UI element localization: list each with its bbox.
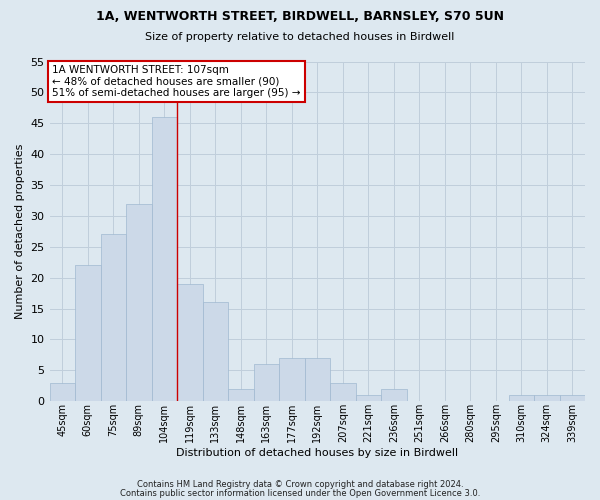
- Bar: [101, 234, 126, 401]
- Text: 1A WENTWORTH STREET: 107sqm
← 48% of detached houses are smaller (90)
51% of sem: 1A WENTWORTH STREET: 107sqm ← 48% of det…: [52, 65, 301, 98]
- Bar: [560, 395, 585, 401]
- Bar: [534, 395, 560, 401]
- Bar: [50, 382, 75, 401]
- Bar: [126, 204, 152, 401]
- X-axis label: Distribution of detached houses by size in Birdwell: Distribution of detached houses by size …: [176, 448, 458, 458]
- Text: Size of property relative to detached houses in Birdwell: Size of property relative to detached ho…: [145, 32, 455, 42]
- Bar: [279, 358, 305, 401]
- Text: Contains public sector information licensed under the Open Government Licence 3.: Contains public sector information licen…: [120, 490, 480, 498]
- Bar: [228, 389, 254, 401]
- Text: Contains HM Land Registry data © Crown copyright and database right 2024.: Contains HM Land Registry data © Crown c…: [137, 480, 463, 489]
- Text: 1A, WENTWORTH STREET, BIRDWELL, BARNSLEY, S70 5UN: 1A, WENTWORTH STREET, BIRDWELL, BARNSLEY…: [96, 10, 504, 23]
- Bar: [75, 266, 101, 401]
- Bar: [509, 395, 534, 401]
- Bar: [330, 382, 356, 401]
- Bar: [203, 302, 228, 401]
- Bar: [177, 284, 203, 401]
- Bar: [254, 364, 279, 401]
- Bar: [152, 117, 177, 401]
- Bar: [305, 358, 330, 401]
- Bar: [356, 395, 381, 401]
- Bar: [381, 389, 407, 401]
- Y-axis label: Number of detached properties: Number of detached properties: [15, 144, 25, 319]
